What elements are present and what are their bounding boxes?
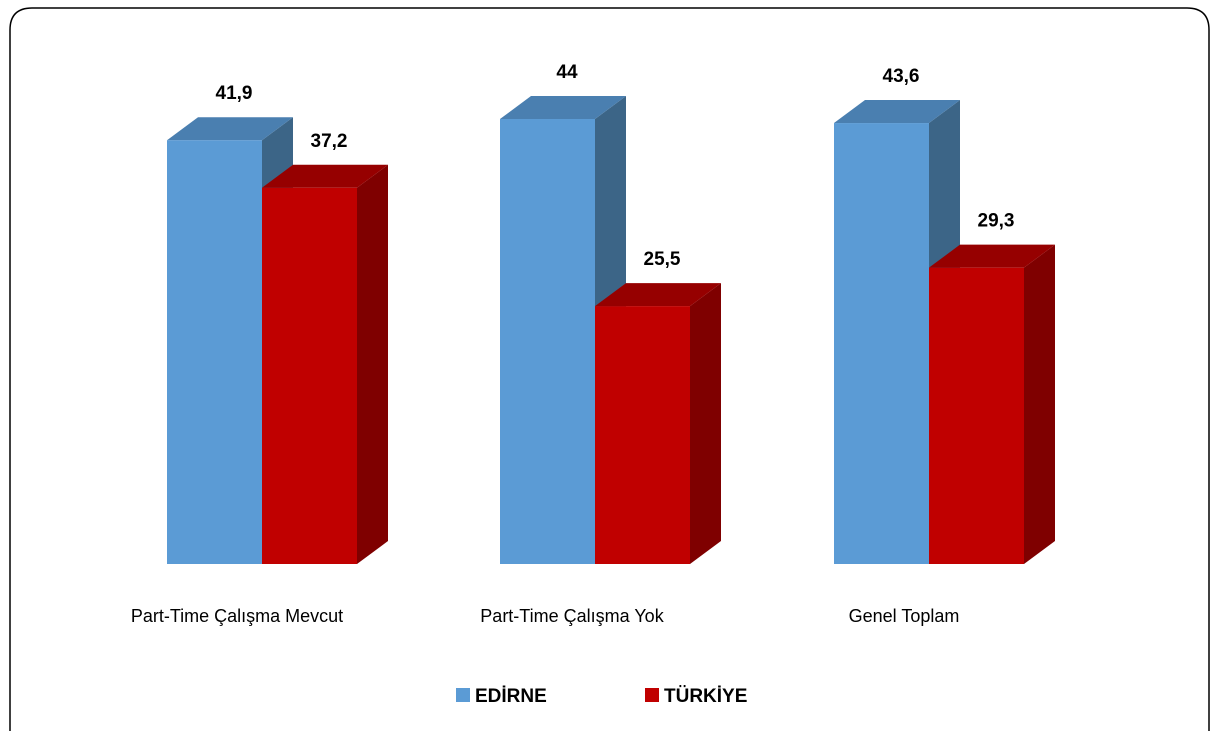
data-label: 37,2 [311, 131, 348, 152]
category-label: Genel Toplam [849, 606, 960, 626]
bar-front-face [167, 140, 262, 564]
value-labels-layer: 41,9 37,2 44 25,5 43,6 29,3 [216, 62, 1015, 270]
legend-item: EDİRNE [456, 686, 547, 707]
data-label: 29,3 [978, 211, 1015, 232]
bar-top-face [595, 283, 721, 307]
bar-turkiye-1 [595, 283, 721, 564]
category-label: Part-Time Çalışma Mevcut [131, 606, 343, 626]
bar-top-face [262, 164, 388, 188]
bar-top-face [500, 96, 626, 119]
bar-front-face [834, 123, 929, 564]
legend-item: TÜRKİYE [645, 686, 747, 707]
data-label: 44 [556, 62, 578, 83]
bar-top-face [834, 100, 960, 124]
bar-side-face [357, 164, 388, 565]
bar-turkiye-0 [262, 164, 388, 565]
category-label: Part-Time Çalışma Yok [480, 606, 664, 626]
bar-front-face [500, 119, 595, 564]
bar-turkiye-2 [929, 244, 1055, 564]
bar-front-face [595, 306, 690, 564]
bar-front-face [262, 187, 357, 565]
category-labels-layer: Part-Time Çalışma Mevcut Part-Time Çalışm… [131, 606, 960, 626]
legend-swatch [645, 688, 659, 702]
bar-top-face [167, 117, 293, 141]
bar-front-face [929, 267, 1024, 564]
data-label: 25,5 [644, 249, 681, 270]
legend-label: TÜRKİYE [664, 686, 747, 707]
bars-layer [167, 96, 1055, 565]
legend-swatch [456, 688, 470, 702]
bar-side-face [1024, 244, 1055, 564]
data-label: 41,9 [216, 83, 253, 104]
data-label: 43,6 [883, 66, 920, 87]
legend-label: EDİRNE [475, 686, 547, 707]
bar-side-face [690, 283, 721, 564]
bar-top-face [929, 244, 1055, 268]
legend: EDİRNE TÜRKİYE [456, 686, 747, 707]
